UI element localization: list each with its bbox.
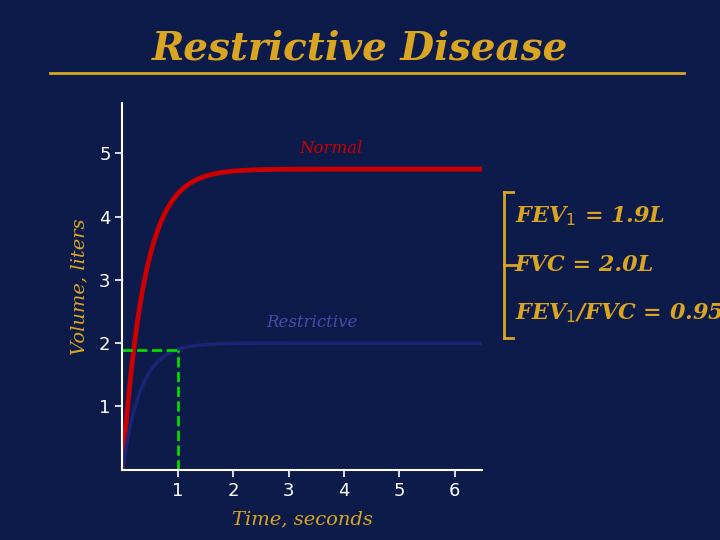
Text: Restrictive: Restrictive [266, 314, 358, 332]
Y-axis label: Volume, liters: Volume, liters [70, 218, 88, 355]
Text: FEV$_1$/FVC = 0.95: FEV$_1$/FVC = 0.95 [515, 301, 720, 325]
Text: Normal: Normal [300, 140, 363, 157]
X-axis label: Time, seconds: Time, seconds [232, 511, 373, 529]
Text: FEV$_1$ = 1.9L: FEV$_1$ = 1.9L [515, 204, 665, 228]
Text: Restrictive Disease: Restrictive Disease [152, 30, 568, 68]
Text: FVC = 2.0L: FVC = 2.0L [515, 254, 654, 275]
